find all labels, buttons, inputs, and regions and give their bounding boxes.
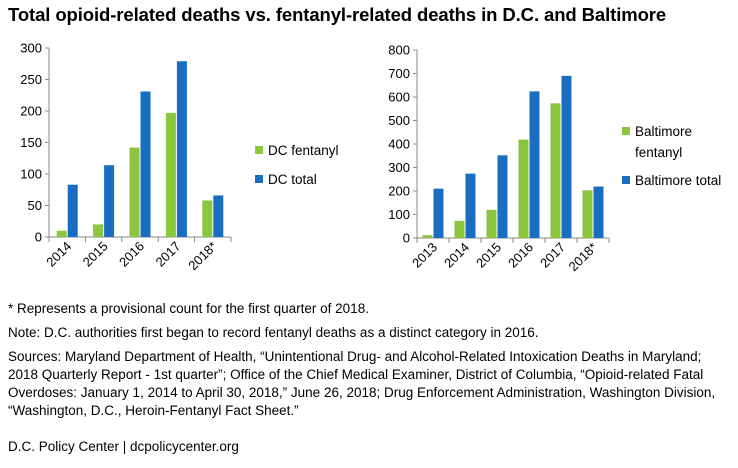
dc-x-tick-label: 2015 [80, 239, 111, 270]
dc-y-tick-label: 250 [20, 72, 42, 87]
footer-credit: D.C. Policy Center | dcpolicycenter.org [8, 439, 239, 454]
dc-y-tick-label: 50 [28, 198, 42, 213]
dc-bar-fentanyl-2017 [165, 112, 176, 237]
baltimore-bar-fentanyl-2017 [550, 103, 561, 238]
dc-y-tick-label: 200 [20, 104, 42, 119]
baltimore-y-tick-label: 500 [388, 113, 410, 128]
dc-legend: DC fentanyl DC total [255, 143, 339, 187]
dc-bar-fentanyl-2014 [56, 230, 67, 237]
legend-label-baltimore-fentanyl-line2: fentanyl [635, 145, 682, 160]
baltimore-bar-total-2013 [433, 188, 444, 238]
baltimore-bar-fentanyl-2016 [518, 139, 529, 238]
legend-swatch-baltimore-fentanyl [622, 127, 630, 135]
dc-bar-total-2017 [176, 61, 187, 238]
baltimore-bar-total-2016 [529, 91, 540, 238]
dc-bar-total-2014 [67, 184, 78, 237]
baltimore-bar-fentanyl-2015 [486, 209, 497, 238]
baltimore-x-tick-label: 2015 [473, 240, 504, 271]
baltimore-bar-fentanyl-2013 [422, 235, 433, 238]
dc-x-tick-label: 2014 [43, 239, 74, 270]
baltimore-y-tick-label: 100 [388, 207, 410, 222]
dc-y-tick-label: 300 [20, 41, 42, 56]
baltimore-y-tick-label: 800 [388, 43, 410, 58]
baltimore-y-tick-label: 0 [403, 231, 410, 246]
baltimore-bar-fentanyl-2018 [582, 190, 593, 238]
baltimore-bar-fentanyl-2014 [454, 220, 465, 238]
dc-y-tick-label: 0 [35, 230, 42, 245]
baltimore-legend: Baltimore fentanyl Baltimore total [622, 124, 721, 188]
dc-bar-fentanyl-2016 [129, 147, 140, 237]
legend-label-baltimore-fentanyl-line1: Baltimore [635, 124, 692, 139]
baltimore-bar-total-2017 [561, 75, 572, 238]
dc-bar-total-2018 [213, 195, 224, 237]
legend-swatch-baltimore-total [622, 176, 630, 184]
dc-x-tick-label: 2016 [116, 239, 147, 270]
sources-note: Sources: Maryland Department of Health, … [8, 349, 716, 418]
baltimore-x-tick-label: 2017 [537, 240, 568, 271]
dc-x-tick-label: 2018* [185, 239, 220, 274]
dc-x-tick-label: 2017 [152, 239, 183, 270]
dc-bar-fentanyl-2015 [93, 224, 104, 237]
notes-block: * Represents a provisional count for the… [8, 300, 730, 426]
baltimore-bar-total-2014 [465, 173, 476, 238]
dc-bar-fentanyl-2018 [202, 200, 213, 237]
baltimore-bar-total-2015 [497, 155, 508, 238]
baltimore-y-tick-label: 700 [388, 66, 410, 81]
dc-y-tick-label: 100 [20, 167, 42, 182]
baltimore-bar-total-2018 [593, 186, 604, 238]
dc-chart: 0 50 100 150 200 250 300 2014 2015 2016 2017 2018* [20, 41, 232, 274]
baltimore-x-tick-label: 2013 [409, 240, 440, 271]
baltimore-y-tick-label: 300 [388, 160, 410, 175]
baltimore-y-tick-label: 400 [388, 137, 410, 152]
legend-swatch-dc-fentanyl [255, 146, 263, 154]
legend-label-dc-total: DC total [268, 172, 317, 187]
baltimore-x-tick-label: 2014 [441, 240, 472, 271]
legend-label-baltimore-total: Baltimore total [635, 173, 721, 188]
dc-y-tick-label: 150 [20, 135, 42, 150]
baltimore-x-tick-label: 2018* [565, 240, 600, 275]
dc-bar-total-2015 [104, 165, 115, 237]
baltimore-y-tick-label: 600 [388, 90, 410, 105]
page-title: Total opioid-related deaths vs. fentanyl… [8, 4, 667, 25]
legend-label-dc-fentanyl: DC fentanyl [268, 143, 339, 158]
baltimore-y-tick-label: 200 [388, 184, 410, 199]
legend-swatch-dc-total [255, 175, 263, 183]
dc-bar-total-2016 [140, 91, 151, 237]
distinct-category-note: Note: D.C. authorities first began to re… [8, 325, 539, 340]
baltimore-x-tick-label: 2016 [505, 240, 536, 271]
provisional-note: * Represents a provisional count for the… [8, 301, 369, 316]
